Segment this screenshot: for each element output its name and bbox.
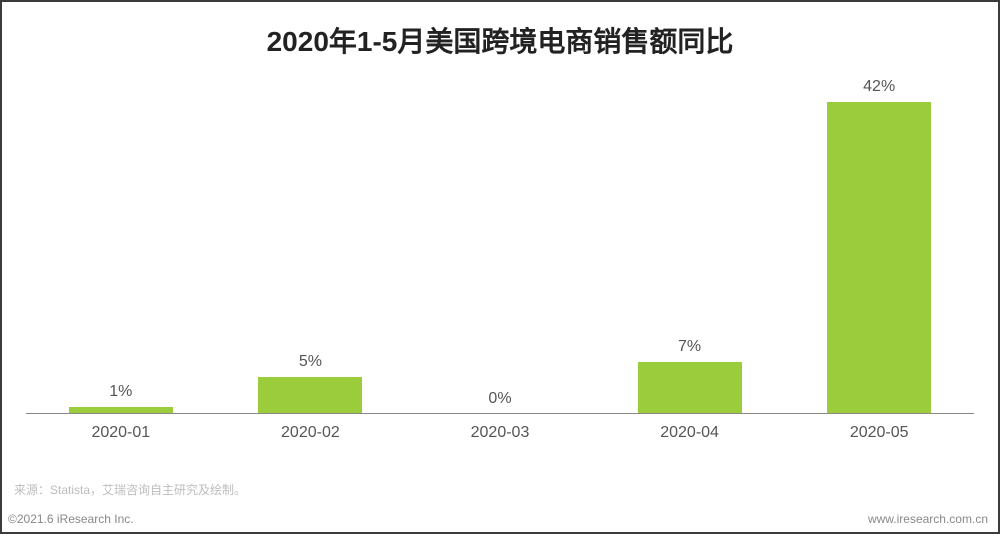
- bar-value-label: 5%: [299, 353, 322, 371]
- bar-value-label: 7%: [678, 338, 701, 356]
- x-axis-label: 2020-03: [440, 414, 560, 442]
- bar-column: 7%: [630, 338, 750, 414]
- bar-column: 42%: [819, 78, 939, 414]
- chart-frame: 2020年1-5月美国跨境电商销售额同比 1% 5% 0% 7% 42% 2020-01…: [0, 0, 1000, 534]
- chart-x-labels: 2020-01 2020-02 2020-03 2020-04 2020-05: [26, 414, 974, 454]
- bar-rect: [258, 377, 362, 414]
- bar-rect: [638, 362, 742, 414]
- bar-rect: [827, 102, 931, 414]
- copyright-text: ©2021.6 iResearch Inc.: [8, 512, 134, 526]
- chart-title: 2020年1-5月美国跨境电商销售额同比: [2, 20, 998, 60]
- x-axis-label: 2020-01: [61, 414, 181, 442]
- chart-plot: 1%5%0%7%42% 2020-012020-022020-032020-04…: [26, 84, 974, 454]
- x-axis-label: 2020-02: [250, 414, 370, 442]
- site-text: www.iresearch.com.cn: [868, 512, 988, 526]
- bar-column: 1%: [61, 383, 181, 414]
- bar-column: 0%: [440, 390, 560, 414]
- chart-area: 1%5%0%7%42% 2020-012020-022020-032020-04…: [26, 84, 974, 454]
- bar-value-label: 42%: [863, 78, 895, 96]
- bar-value-label: 1%: [109, 383, 132, 401]
- bar-value-label: 0%: [488, 390, 511, 408]
- bar-column: 5%: [250, 353, 370, 414]
- x-axis-label: 2020-05: [819, 414, 939, 442]
- source-text: 来源：Statista，艾瑞咨询自主研究及绘制。: [14, 481, 246, 498]
- chart-bars: 1%5%0%7%42%: [26, 84, 974, 414]
- x-axis-label: 2020-04: [630, 414, 750, 442]
